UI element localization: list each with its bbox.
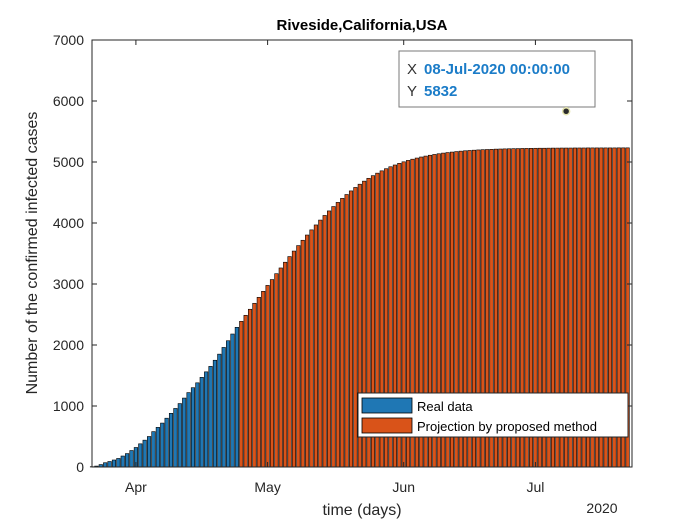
datatip-marker[interactable]	[561, 107, 571, 116]
y-tick-label: 1000	[53, 398, 84, 414]
bar-projection	[313, 224, 318, 468]
bar-projection	[331, 206, 336, 468]
bar-real-data	[147, 436, 152, 468]
bar-projection	[344, 194, 349, 468]
bar-projection	[278, 267, 283, 468]
bar-projection	[340, 198, 345, 468]
bar-real-data	[230, 333, 235, 468]
bar-real-data	[142, 439, 147, 468]
y-tick-label: 0	[76, 459, 84, 475]
legend-swatch-real	[361, 397, 413, 414]
bar-projection	[322, 215, 327, 468]
bar-projection	[283, 261, 288, 468]
bar-projection	[247, 308, 253, 468]
bar-projection	[305, 234, 310, 468]
bar-projection	[274, 273, 279, 468]
plot-area-frame	[91, 39, 633, 468]
legend-swatch-projection	[361, 417, 413, 434]
bar-real-data	[160, 422, 165, 468]
bar-real-data	[190, 387, 196, 468]
y-tick-label: 4000	[53, 215, 84, 231]
y-tick-label: 7000	[53, 32, 84, 48]
bar-projection	[261, 291, 266, 468]
bar-real-data	[107, 461, 112, 468]
bar-projection	[239, 321, 244, 468]
bar-projection	[296, 245, 301, 468]
bar-real-data	[195, 382, 200, 468]
bar-projection	[327, 210, 332, 468]
datatip-x-value: 08-Jul-2020 00:00:00	[424, 61, 570, 78]
y-tick-label: 6000	[53, 93, 84, 109]
bar-projection	[265, 285, 270, 468]
bar-real-data	[155, 427, 160, 468]
bar-projection	[287, 256, 292, 468]
bar-real-data	[217, 353, 222, 468]
bar-real-data	[234, 327, 239, 468]
bar-real-data	[120, 455, 125, 468]
bar-real-data	[151, 431, 156, 468]
bar-real-data	[226, 340, 231, 468]
bar-real-data	[138, 443, 143, 468]
bar-projection	[300, 239, 305, 468]
y-tick-label: 2000	[53, 337, 84, 353]
x-tick-label: Apr	[125, 479, 147, 495]
bar-real-data	[116, 458, 121, 468]
legend: Real data Projection by proposed method	[357, 392, 629, 438]
bar-real-data	[221, 347, 226, 468]
bar-projection	[348, 190, 354, 468]
x-axis-year-label: 2020	[586, 500, 617, 516]
bar-real-data	[164, 417, 169, 468]
bar-real-data	[204, 371, 209, 468]
bar-real-data	[199, 377, 204, 468]
bars-layer	[89, 147, 630, 468]
bar-projection	[243, 314, 248, 468]
y-tick-label: 5000	[53, 154, 84, 170]
legend-label-projection: Projection by proposed method	[417, 419, 597, 434]
x-tick-label: May	[254, 479, 280, 495]
bar-projection	[291, 250, 297, 468]
bar-real-data	[125, 453, 130, 468]
bar-real-data	[129, 450, 134, 468]
bar-projection	[318, 219, 323, 468]
bar-projection	[335, 202, 340, 468]
datatip-x-key: X	[407, 61, 417, 78]
bar-real-data	[212, 359, 217, 468]
x-tick-label: Jul	[526, 479, 544, 495]
bar-real-data	[208, 366, 213, 468]
bar-real-data	[103, 462, 108, 468]
legend-label-real: Real data	[417, 399, 473, 414]
bar-projection	[309, 229, 314, 468]
y-tick-label: 3000	[53, 276, 84, 292]
datatip-y-value: 5832	[424, 83, 457, 100]
bar-real-data	[168, 413, 174, 468]
bar-projection	[256, 296, 261, 468]
y-axis-label: Number of the confirmed infected cases	[24, 112, 41, 395]
datatip-y-key: Y	[407, 83, 417, 100]
datatip[interactable]: X 08-Jul-2020 00:00:00 Y 5832	[398, 50, 596, 116]
bar-real-data	[111, 459, 117, 468]
y-axis: 0 1000 2000 3000 4000 5000 6000 7000	[53, 32, 632, 475]
x-axis-label: time (days)	[322, 502, 401, 519]
bar-real-data	[186, 392, 191, 468]
bar-projection	[269, 279, 275, 468]
chart-title: Riveside,California,USA	[277, 17, 448, 34]
bar-real-data	[177, 403, 182, 468]
bar-real-data	[173, 408, 178, 468]
bar-projection	[353, 187, 358, 468]
bar-projection	[252, 302, 257, 468]
bar-real-data	[182, 397, 187, 468]
datatip-box	[398, 50, 596, 108]
x-axis: Apr May Jun Jul	[125, 40, 544, 495]
x-tick-label: Jun	[392, 479, 415, 495]
